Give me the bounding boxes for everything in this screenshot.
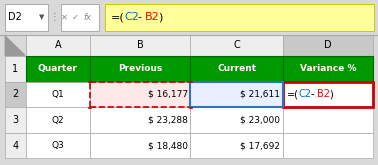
Bar xyxy=(5,82,26,107)
Bar xyxy=(191,56,283,82)
Text: $ 23,000: $ 23,000 xyxy=(240,115,280,125)
Bar xyxy=(191,35,283,56)
Text: -: - xyxy=(138,12,142,22)
Text: Previous: Previous xyxy=(118,64,162,73)
Text: Quarter: Quarter xyxy=(38,64,78,73)
Text: D2: D2 xyxy=(8,12,22,22)
Bar xyxy=(105,4,374,31)
Bar xyxy=(26,35,90,56)
Bar xyxy=(5,56,26,82)
Text: ▼: ▼ xyxy=(39,14,44,20)
Bar xyxy=(90,82,191,107)
Text: 2: 2 xyxy=(12,89,19,99)
Text: Current: Current xyxy=(217,64,256,73)
Bar xyxy=(283,82,373,107)
Bar xyxy=(90,56,191,82)
Text: $ 17,692: $ 17,692 xyxy=(240,141,280,150)
Text: $ 23,288: $ 23,288 xyxy=(148,115,188,125)
Bar xyxy=(90,107,191,133)
Text: -: - xyxy=(311,89,314,99)
Text: 4: 4 xyxy=(12,141,18,151)
Bar xyxy=(5,133,26,158)
Text: ): ) xyxy=(158,12,163,22)
Text: $ 16,177: $ 16,177 xyxy=(148,90,188,99)
Bar xyxy=(191,107,283,133)
Text: B2: B2 xyxy=(317,89,330,99)
Text: C2: C2 xyxy=(299,89,312,99)
Bar xyxy=(283,133,373,158)
Text: C: C xyxy=(233,40,240,50)
Text: Q2: Q2 xyxy=(51,115,64,125)
Bar xyxy=(0,0,378,35)
Text: ⋮: ⋮ xyxy=(50,12,60,22)
Bar xyxy=(26,107,90,133)
Polygon shape xyxy=(5,36,25,55)
Bar xyxy=(90,133,191,158)
Text: =(: =( xyxy=(110,12,124,22)
Bar xyxy=(283,107,373,133)
Text: ✓: ✓ xyxy=(72,13,79,22)
Bar xyxy=(5,107,26,133)
Bar xyxy=(5,35,26,56)
Text: D: D xyxy=(324,40,332,50)
Bar xyxy=(88,107,91,108)
Text: Variance %: Variance % xyxy=(300,64,356,73)
Text: =(: =( xyxy=(287,89,299,99)
Text: 3: 3 xyxy=(12,115,18,125)
Text: fx: fx xyxy=(83,13,91,22)
Text: B: B xyxy=(137,40,143,50)
Bar xyxy=(191,82,283,107)
Bar xyxy=(191,133,283,158)
Bar xyxy=(88,81,91,82)
Text: ): ) xyxy=(329,89,333,99)
Bar xyxy=(5,4,48,31)
Text: C2: C2 xyxy=(124,12,139,22)
Text: $ 21,611: $ 21,611 xyxy=(240,90,280,99)
Text: ✕: ✕ xyxy=(61,13,68,22)
Bar xyxy=(61,4,99,31)
Text: $ 18,480: $ 18,480 xyxy=(148,141,188,150)
Bar xyxy=(90,35,191,56)
Text: A: A xyxy=(54,40,61,50)
Bar xyxy=(283,82,373,107)
Bar xyxy=(283,56,373,82)
Text: Q1: Q1 xyxy=(51,90,64,99)
Bar xyxy=(283,35,373,56)
Bar xyxy=(189,81,192,82)
Text: B2: B2 xyxy=(144,12,159,22)
Bar xyxy=(26,56,90,82)
Bar xyxy=(26,82,90,107)
Bar xyxy=(26,133,90,158)
Text: 1: 1 xyxy=(12,64,18,74)
Text: Q3: Q3 xyxy=(51,141,64,150)
Bar xyxy=(189,107,192,108)
